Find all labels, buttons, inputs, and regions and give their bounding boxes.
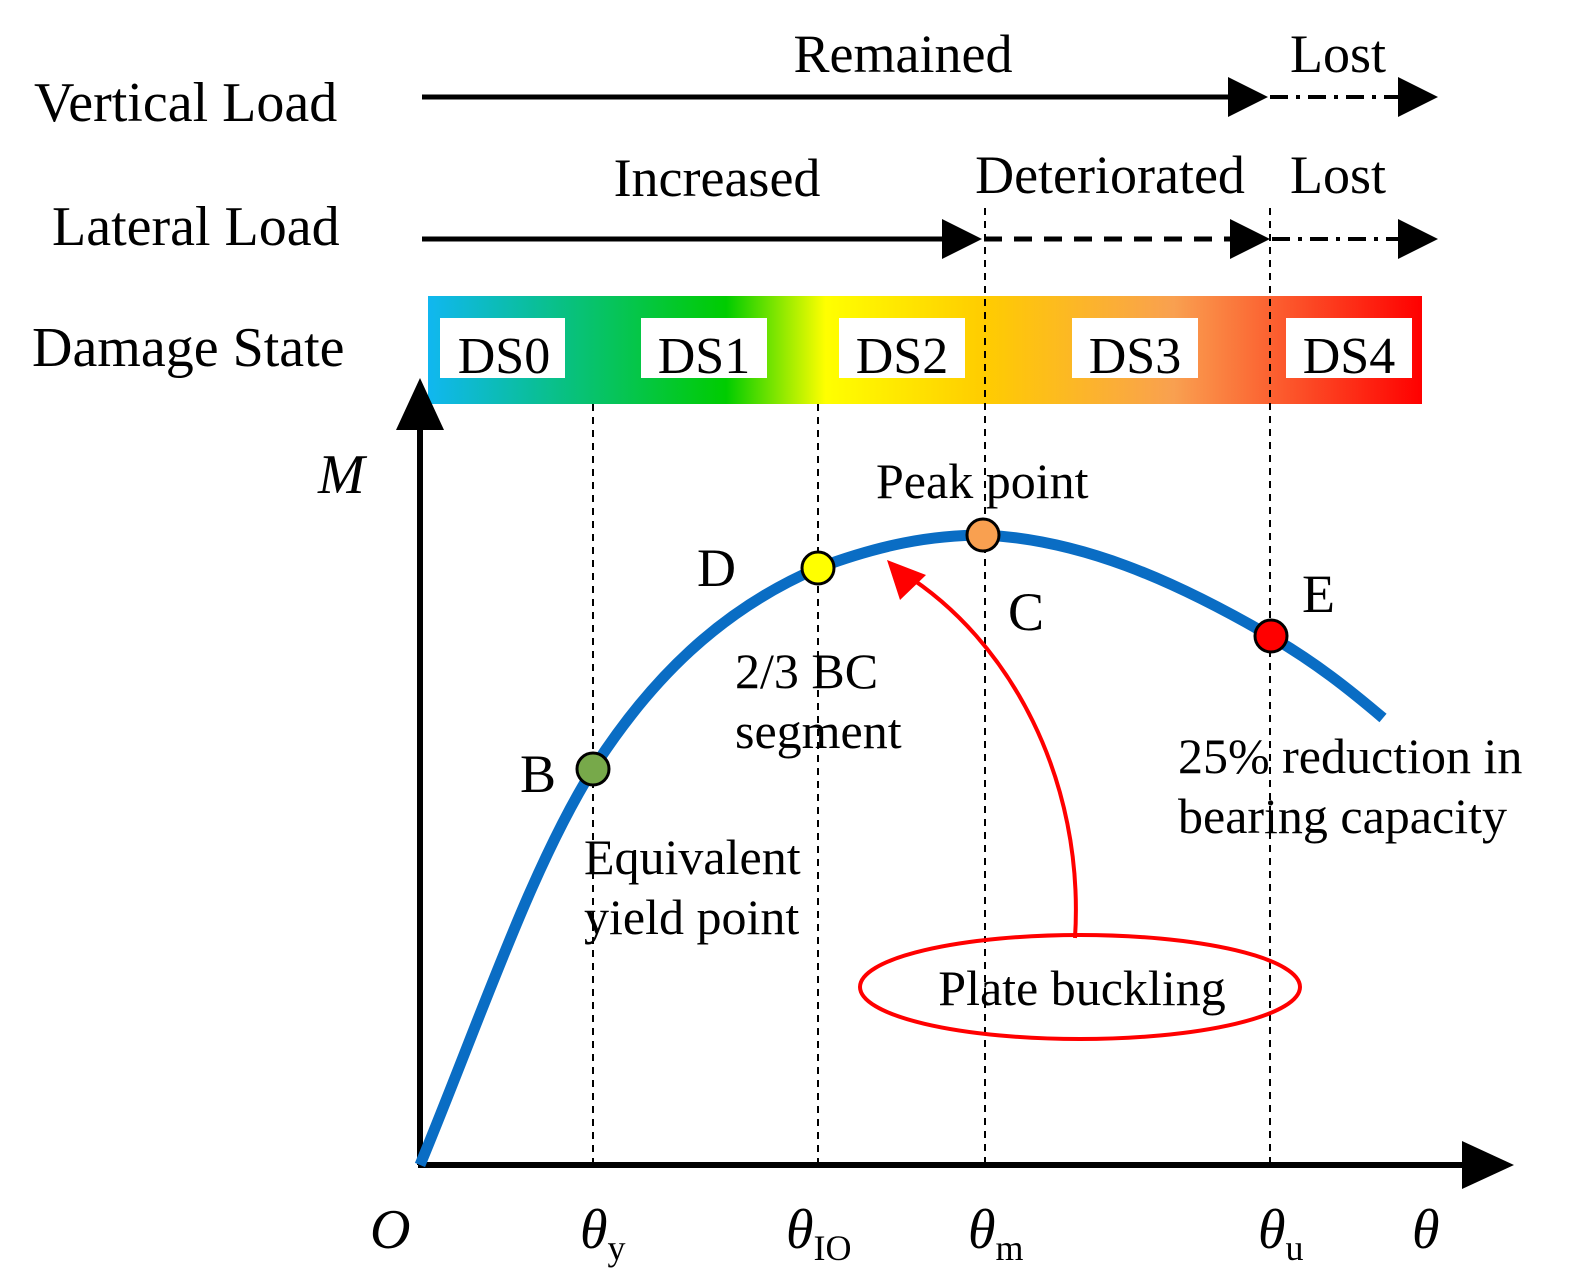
callout-label: Plate buckling [938, 960, 1225, 1016]
point-c-note-1: Peak point [876, 453, 1089, 509]
point-b-note-2: yield point [584, 889, 799, 945]
x-axis-label: θ [1412, 1199, 1440, 1261]
damage-state-label: Damage State [32, 317, 345, 379]
vertical-remained-label: Remained [794, 24, 1013, 84]
ds2-box [839, 318, 965, 378]
damage-state-boxes [440, 318, 1412, 378]
lateral-increased-label: Increased [614, 148, 821, 208]
ds0-box [440, 318, 565, 378]
callout-ellipse [858, 933, 1302, 1041]
tick-theta-io: θIO [786, 1199, 852, 1268]
tick-theta-u: θu [1258, 1199, 1304, 1268]
point-b-marker [575, 751, 611, 787]
lateral-load-label: Lateral Load [52, 196, 340, 258]
point-d-label: D [697, 538, 736, 598]
lateral-deteriorated-label: Deteriorated [975, 145, 1245, 205]
ds4-box [1286, 318, 1412, 378]
point-c-marker [965, 517, 1001, 553]
vertical-lost-label: Lost [1290, 24, 1386, 84]
ds1-label: DS1 [658, 328, 750, 385]
point-e-note-2: bearing capacity [1178, 788, 1507, 844]
lateral-lost-label: Lost [1290, 145, 1386, 205]
x-axis-arrowhead [1462, 1141, 1514, 1189]
point-e-marker [1253, 618, 1289, 654]
callout-arrowhead [887, 560, 926, 600]
vertical-load-label: Vertical Load [34, 72, 337, 134]
point-c-label: C [1008, 582, 1044, 642]
point-b-note-1: Equivalent [584, 829, 801, 885]
point-d-note-1: 2/3 BC [735, 643, 878, 699]
lateral-load-arrows [422, 219, 1438, 259]
point-e-label: E [1302, 564, 1335, 624]
origin-label: O [370, 1199, 410, 1261]
point-d-marker [800, 550, 836, 586]
moment-rotation-curve [414, 529, 1387, 1168]
point-d-note-2: segment [735, 703, 902, 759]
ds3-box [1072, 318, 1198, 378]
ds1-box [641, 318, 767, 378]
tick-theta-y: θy [580, 1199, 626, 1268]
vertical-load-arrows [422, 77, 1438, 117]
callout-arrow [901, 571, 1078, 939]
ds3-label: DS3 [1089, 328, 1181, 385]
point-b-label: B [520, 744, 556, 804]
tick-theta-m: θm [968, 1199, 1024, 1268]
axes [396, 378, 1514, 1189]
y-axis-label: M [317, 444, 368, 506]
y-axis-arrowhead [396, 378, 444, 430]
ds0-label: DS0 [458, 328, 550, 385]
ds2-label: DS2 [856, 328, 948, 385]
ds4-label: DS4 [1303, 328, 1395, 385]
point-e-note-1: 25% reduction in [1178, 728, 1522, 784]
